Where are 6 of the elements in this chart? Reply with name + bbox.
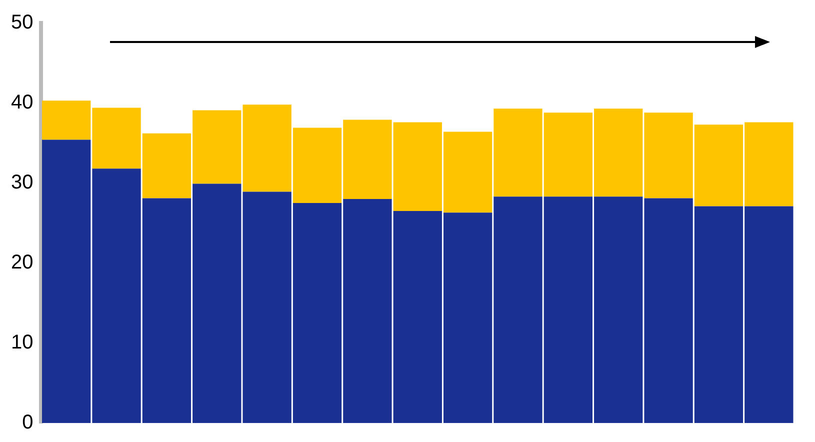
- y-tick-label: 30: [10, 172, 34, 194]
- y-tick-label: 50: [10, 12, 34, 34]
- y-tick-label: 0: [22, 412, 34, 434]
- y-tick-label: 10: [10, 332, 34, 354]
- y-tick-label: 20: [10, 252, 34, 274]
- y-tick-label: 40: [10, 92, 34, 114]
